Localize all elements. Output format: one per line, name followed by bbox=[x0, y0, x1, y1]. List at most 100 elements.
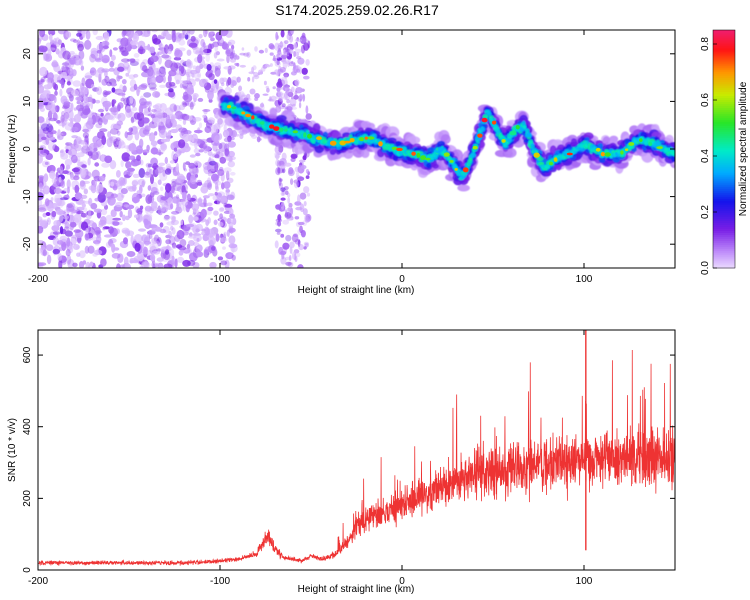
spectral-noise-blob bbox=[174, 258, 178, 268]
spectral-noise-blob bbox=[47, 100, 56, 110]
spectral-noise-blob bbox=[47, 141, 56, 151]
spectral-noise-blob bbox=[289, 246, 293, 254]
spectral-noise-blob bbox=[79, 180, 85, 187]
spectral-noise-blob bbox=[305, 39, 309, 44]
spectral-noise-blob bbox=[112, 47, 118, 51]
spectral-noise-blob bbox=[138, 168, 146, 178]
spectral-noise-blob bbox=[305, 59, 310, 66]
spectral-noise-blob bbox=[117, 92, 126, 96]
spectral-noise-blob bbox=[44, 161, 49, 165]
spectral-noise-blob bbox=[284, 190, 289, 195]
spectral-noise-blob bbox=[275, 204, 283, 208]
spectral-noise-blob bbox=[143, 172, 153, 178]
spectral-noise-blob bbox=[124, 263, 130, 268]
spectral-noise-blob bbox=[143, 218, 149, 226]
spectral-noise-blob bbox=[121, 152, 131, 162]
spectral-noise-blob bbox=[295, 252, 301, 258]
spectral-noise-blob bbox=[299, 35, 307, 44]
spectral-noise-blob bbox=[281, 54, 288, 60]
spectral-noise-blob bbox=[281, 251, 285, 260]
spectral-noise-blob bbox=[85, 104, 90, 114]
spectral-noise-blob bbox=[152, 38, 161, 45]
spectral-noise-blob bbox=[77, 200, 84, 206]
spectral-noise-blob bbox=[213, 219, 218, 226]
spectral-signal-blob bbox=[348, 142, 352, 146]
spectral-noise-blob bbox=[75, 96, 83, 102]
spectral-noise-blob bbox=[276, 71, 280, 77]
spectral-signal-blob bbox=[279, 124, 284, 129]
spectral-noise-blob bbox=[197, 198, 203, 207]
spectral-noise-blob bbox=[205, 53, 210, 62]
spectral-noise-blob bbox=[179, 147, 189, 152]
spectral-noise-blob bbox=[236, 76, 241, 83]
spectral-noise-blob bbox=[225, 189, 231, 193]
spectral-noise-blob bbox=[208, 160, 217, 166]
spectral-signal-blob bbox=[597, 143, 604, 148]
spectral-noise-blob bbox=[230, 191, 236, 200]
spectral-noise-blob bbox=[170, 62, 179, 73]
spectral-noise-blob bbox=[73, 213, 82, 223]
signal-band bbox=[217, 92, 675, 192]
spectral-noise-blob bbox=[252, 65, 257, 71]
spectral-noise-blob bbox=[71, 89, 80, 97]
spectral-noise-blob bbox=[178, 127, 187, 133]
spectral-noise-blob bbox=[178, 80, 187, 85]
spectral-noise-blob bbox=[303, 186, 310, 194]
spectral-signal-blob bbox=[269, 107, 278, 118]
spectral-noise-blob bbox=[129, 58, 136, 64]
spectral-noise-blob bbox=[109, 60, 115, 68]
spectral-noise-blob bbox=[39, 176, 44, 182]
spectral-noise-blob bbox=[198, 217, 207, 223]
spectral-noise-blob bbox=[228, 195, 234, 199]
spectral-noise-blob bbox=[80, 86, 88, 95]
spectral-noise-blob bbox=[84, 39, 92, 50]
spectral-noise-blob bbox=[72, 122, 82, 133]
spectral-noise-blob bbox=[132, 179, 141, 185]
spectral-noise-blob bbox=[150, 262, 159, 268]
spectral-noise-blob bbox=[193, 148, 201, 154]
spectral-noise-blob bbox=[297, 194, 301, 204]
spectral-noise-blob bbox=[298, 159, 306, 163]
spectral-noise-blob bbox=[38, 34, 43, 42]
spectral-noise-blob bbox=[90, 151, 99, 161]
spectral-noise-blob bbox=[209, 124, 219, 135]
spectral-noise-blob bbox=[126, 251, 136, 257]
spectral-noise-blob bbox=[72, 262, 78, 268]
spectral-noise-blob bbox=[54, 197, 61, 204]
spectral-noise-blob bbox=[241, 47, 245, 51]
spectral-noise-blob bbox=[160, 65, 166, 74]
spectral-noise-blob bbox=[151, 240, 161, 249]
spectral-noise-blob bbox=[110, 82, 117, 87]
spectral-noise-blob bbox=[76, 252, 81, 257]
spectral-noise-blob bbox=[198, 122, 203, 129]
spectral-noise-blob bbox=[224, 204, 233, 208]
spectral-noise-blob bbox=[81, 164, 87, 169]
spectral-noise-blob bbox=[214, 135, 220, 144]
spectral-noise-blob bbox=[150, 174, 154, 185]
spectral-noise-blob bbox=[192, 93, 199, 99]
spectral-noise-blob bbox=[110, 181, 115, 187]
spectral-noise-blob bbox=[213, 210, 219, 216]
spectral-noise-blob bbox=[39, 30, 46, 38]
spectral-noise-blob bbox=[182, 119, 187, 125]
spectral-noise-blob bbox=[103, 31, 110, 42]
spectral-noise-blob bbox=[182, 94, 189, 101]
spectral-noise-blob bbox=[285, 261, 292, 266]
spectral-noise-blob bbox=[93, 208, 103, 213]
spectral-noise-blob bbox=[215, 233, 220, 242]
spectral-noise-blob bbox=[219, 237, 228, 243]
spectral-noise-blob bbox=[77, 30, 82, 34]
spectral-noise-blob bbox=[288, 205, 293, 212]
spectral-noise-blob bbox=[129, 95, 134, 104]
spectral-noise-blob bbox=[62, 98, 70, 103]
spectral-noise-blob bbox=[182, 30, 191, 36]
spectral-noise-blob bbox=[137, 251, 145, 262]
spectral-noise-blob bbox=[80, 171, 87, 178]
spectral-noise-blob bbox=[188, 162, 196, 169]
spectral-noise-blob bbox=[43, 138, 50, 146]
spectral-noise-blob bbox=[291, 234, 299, 243]
spectral-noise-blob bbox=[92, 236, 98, 243]
spectral-noise-blob bbox=[158, 149, 162, 157]
spectral-noise-blob bbox=[207, 117, 216, 124]
spectral-noise-blob bbox=[174, 111, 184, 120]
